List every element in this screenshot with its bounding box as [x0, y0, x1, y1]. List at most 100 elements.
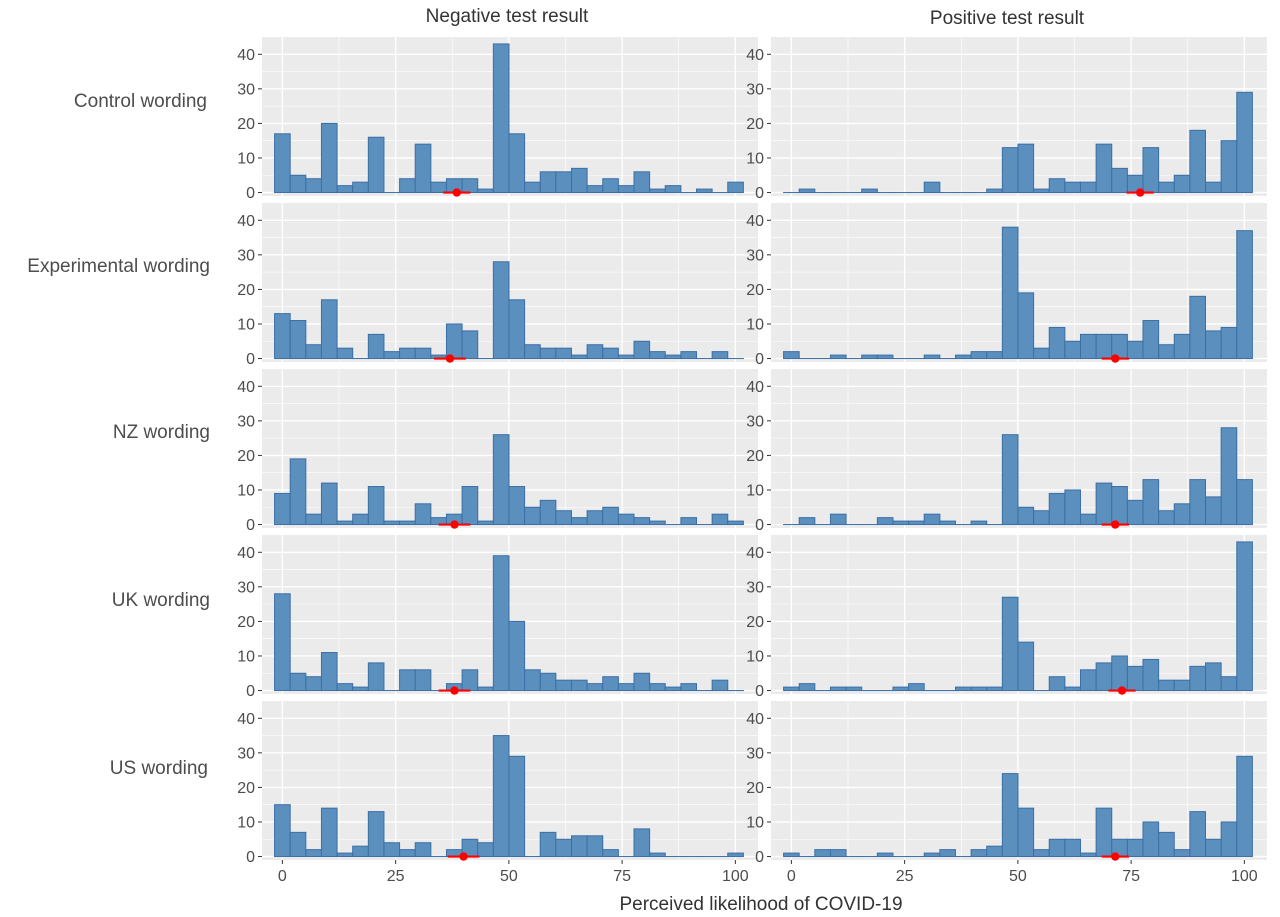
histogram-bar: [649, 683, 666, 692]
histogram-bar: [399, 520, 416, 526]
x-tick-label: 0: [278, 868, 287, 885]
histogram-bar: [305, 513, 322, 526]
histogram-bar: [1205, 330, 1222, 360]
x-tick-label: 25: [387, 868, 405, 885]
row-label-control: Control wording: [74, 91, 207, 112]
histogram-bar: [570, 167, 588, 194]
histogram-bar: [602, 347, 619, 360]
histogram-bar: [1220, 821, 1238, 858]
histogram-bar: [1173, 503, 1191, 526]
y-tick-label: 20: [746, 116, 764, 133]
histogram-bar: [336, 347, 354, 360]
histogram-bar: [923, 513, 941, 526]
y-tick-label: 30: [746, 413, 764, 430]
histogram-bar: [970, 686, 988, 692]
histogram-bar: [1189, 295, 1207, 360]
y-tick-label: 20: [237, 282, 255, 299]
y-tick-label: 10: [746, 316, 764, 333]
panel-r2-c0: 0 10 20 30 40: [237, 369, 758, 534]
histogram-bar: [399, 178, 416, 194]
histogram-bar: [1001, 773, 1019, 858]
panel-r4-c1: 0 10 20 30 40 0 25 50 75 100: [746, 701, 1267, 885]
histogram-bar: [1001, 596, 1019, 692]
histogram-bar: [1048, 178, 1066, 194]
x-tick-label: 50: [1009, 868, 1027, 885]
histogram-bar: [1142, 147, 1160, 194]
row-label-us: US wording: [110, 758, 208, 779]
histogram-bar: [336, 520, 354, 526]
histogram-bar: [1126, 838, 1144, 858]
y-tick-label: 0: [755, 517, 764, 534]
histogram-bar: [1236, 755, 1253, 858]
histogram-bar: [586, 510, 604, 526]
histogram-bar: [492, 261, 510, 360]
histogram-bar: [1017, 641, 1035, 692]
histogram-bar: [1017, 292, 1035, 360]
histogram-bar: [845, 686, 863, 692]
histogram-bar: [524, 181, 541, 194]
histogram-bar: [829, 686, 847, 692]
y-tick-label: 10: [746, 814, 764, 831]
histogram-bar: [602, 849, 619, 858]
histogram-bar: [986, 845, 1003, 858]
histogram-bar: [923, 852, 941, 858]
estimate-point: [445, 354, 455, 363]
histogram-bar: [711, 513, 729, 526]
estimate-point: [450, 686, 459, 695]
histogram-bar: [1236, 479, 1253, 526]
histogram-bar: [524, 669, 541, 692]
histogram-bar: [970, 351, 988, 360]
histogram-bar: [1236, 91, 1253, 194]
y-tick-label: 20: [237, 448, 255, 465]
panel-r0-c1: 0 10 20 30 40: [746, 37, 1267, 202]
histogram-bar: [1095, 807, 1113, 858]
histogram-bar: [1158, 344, 1175, 360]
histogram-bar: [1079, 333, 1097, 360]
histogram-bar: [492, 555, 510, 692]
row-label-uk: UK wording: [112, 590, 210, 611]
histogram-bar: [305, 344, 322, 360]
histogram-bar: [305, 676, 322, 692]
y-tick-label: 20: [237, 116, 255, 133]
y-tick-label: 0: [246, 351, 255, 368]
histogram-bar: [539, 171, 557, 194]
histogram-bar: [352, 845, 369, 858]
y-tick-label: 10: [237, 814, 255, 831]
panel-r4-c0: 0 10 20 30 40 0 25 50 75 100: [237, 701, 758, 885]
histogram-bar: [1064, 181, 1081, 194]
histogram-bar: [492, 434, 510, 526]
histogram-bar: [320, 482, 338, 526]
histogram-bar: [274, 804, 291, 858]
histogram-bar: [1111, 486, 1128, 526]
histogram-bar: [414, 842, 432, 858]
histogram-bar: [1158, 181, 1175, 194]
histogram-bar: [1126, 499, 1144, 526]
histogram-bar: [1064, 686, 1081, 692]
estimate-point: [1135, 188, 1145, 197]
y-tick-label: 10: [746, 648, 764, 665]
histogram-bar: [1142, 479, 1160, 526]
histogram-bar: [414, 669, 432, 692]
histogram-bar: [1142, 658, 1160, 692]
histogram-bar: [524, 344, 541, 360]
histogram-bar: [783, 686, 800, 692]
histogram-bar: [1001, 434, 1019, 526]
y-tick-label: 10: [746, 150, 764, 167]
histogram-bar: [1142, 320, 1160, 360]
histogram-bar: [1205, 662, 1222, 692]
estimate-point: [452, 188, 461, 197]
histogram-bar: [664, 354, 682, 360]
histogram-bar: [633, 828, 651, 858]
histogram-bar: [783, 852, 800, 858]
histogram-bar: [1079, 181, 1097, 194]
y-tick-label: 20: [746, 282, 764, 299]
histogram-bar: [829, 513, 847, 526]
x-tick-label: 25: [896, 868, 914, 885]
histogram-bar: [1095, 482, 1113, 526]
histogram-bar: [954, 354, 972, 360]
y-tick-label: 10: [746, 482, 764, 499]
histogram-bar: [1205, 496, 1222, 526]
y-tick-label: 0: [246, 849, 255, 866]
histogram-bar: [477, 520, 494, 526]
